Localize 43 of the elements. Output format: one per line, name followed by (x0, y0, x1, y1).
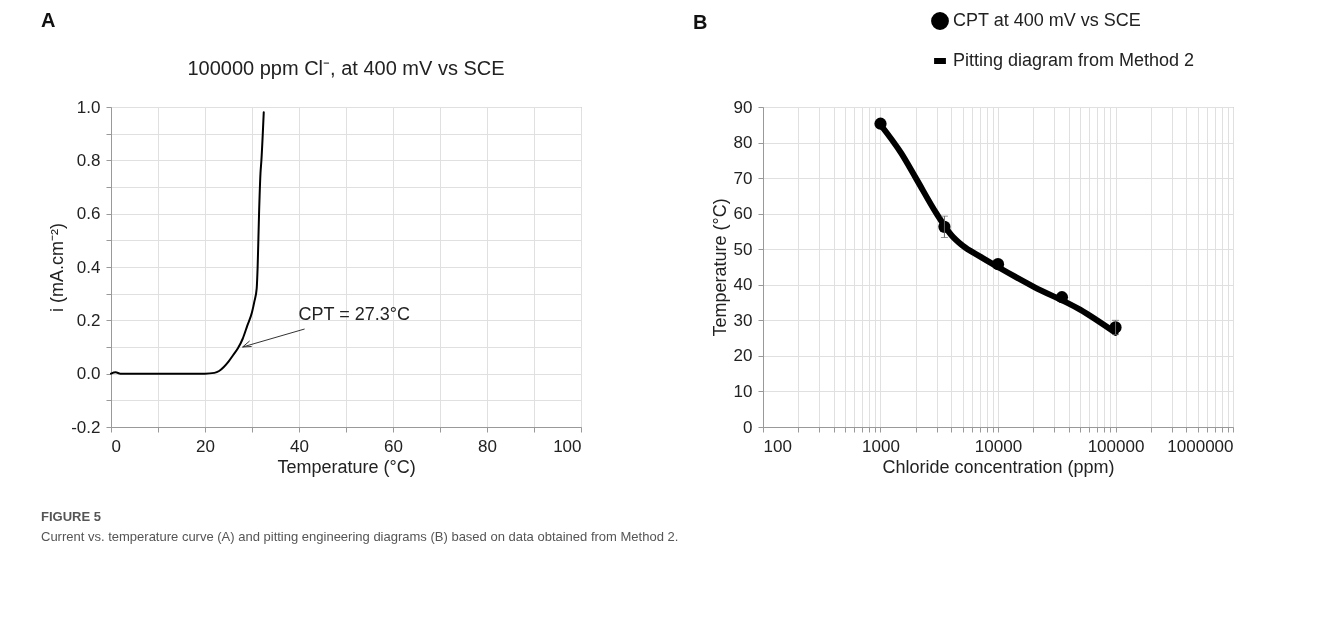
x-tick-label: 80 (478, 436, 497, 456)
y-tick-label: 40 (733, 275, 753, 295)
y-axis-title: i (mA.cm⁻²) (47, 223, 68, 312)
x-axis-title: Temperature (°C) (277, 456, 416, 477)
text: B (693, 11, 708, 33)
y-tick-label: 80 (733, 133, 753, 153)
x-tick-label: 100 (553, 436, 582, 456)
y-tick-label: -0.2 (71, 417, 101, 437)
y-tick-label: 50 (733, 239, 753, 259)
y-tick-label: 10 (733, 381, 753, 401)
chart-title: 100000 ppm Cl⁻, at 400 mV vs SCE (187, 57, 505, 79)
y-tick-label: 0.0 (76, 364, 101, 384)
x-tick-label: 1000000 (1167, 436, 1234, 456)
y-tick-label: 30 (733, 310, 753, 330)
legend-label: CPT at 400 mV vs SCE (953, 10, 1141, 30)
x-tick-label: 100 (763, 436, 792, 456)
y-tick-label: 70 (733, 168, 753, 188)
y-tick-label: 0.8 (76, 150, 101, 170)
y-tick-label: 0 (743, 417, 753, 437)
x-tick-label: 60 (384, 436, 403, 456)
y-tick-label: 60 (733, 204, 753, 224)
point (874, 117, 887, 130)
x-tick-label: 20 (196, 436, 215, 456)
annotation: CPT = 27.3°C (298, 304, 411, 324)
x-tick-label: 40 (290, 436, 309, 456)
x-tick-label: 10000 (974, 436, 1023, 456)
legend-label: Pitting diagram from Method 2 (953, 50, 1195, 70)
y-axis-title: Temperature (°C) (709, 198, 730, 337)
text: Current vs. temperature curve (A) and pitting engineering diagrams (B) based on data obtained from Method 2. (41, 529, 679, 544)
y-tick-label: 20 (733, 346, 753, 366)
line-series (110, 111, 265, 375)
y-tick-label: 90 (733, 97, 753, 117)
y-tick-label: 0.6 (76, 204, 101, 224)
point (991, 258, 1005, 271)
x-tick-label: 100000 (1087, 436, 1145, 456)
x-tick-label: 0 (111, 436, 121, 456)
y-tick-label: 0.4 (76, 257, 101, 277)
text: A (41, 9, 56, 31)
y-tick-label: 0.2 (76, 310, 101, 330)
x-axis-title: Chloride concentration (ppm) (882, 456, 1115, 477)
y-tick-label: 1.0 (76, 97, 101, 117)
x-tick-label: 1000 (862, 436, 900, 456)
caption: FIGURE 5 (41, 509, 101, 524)
